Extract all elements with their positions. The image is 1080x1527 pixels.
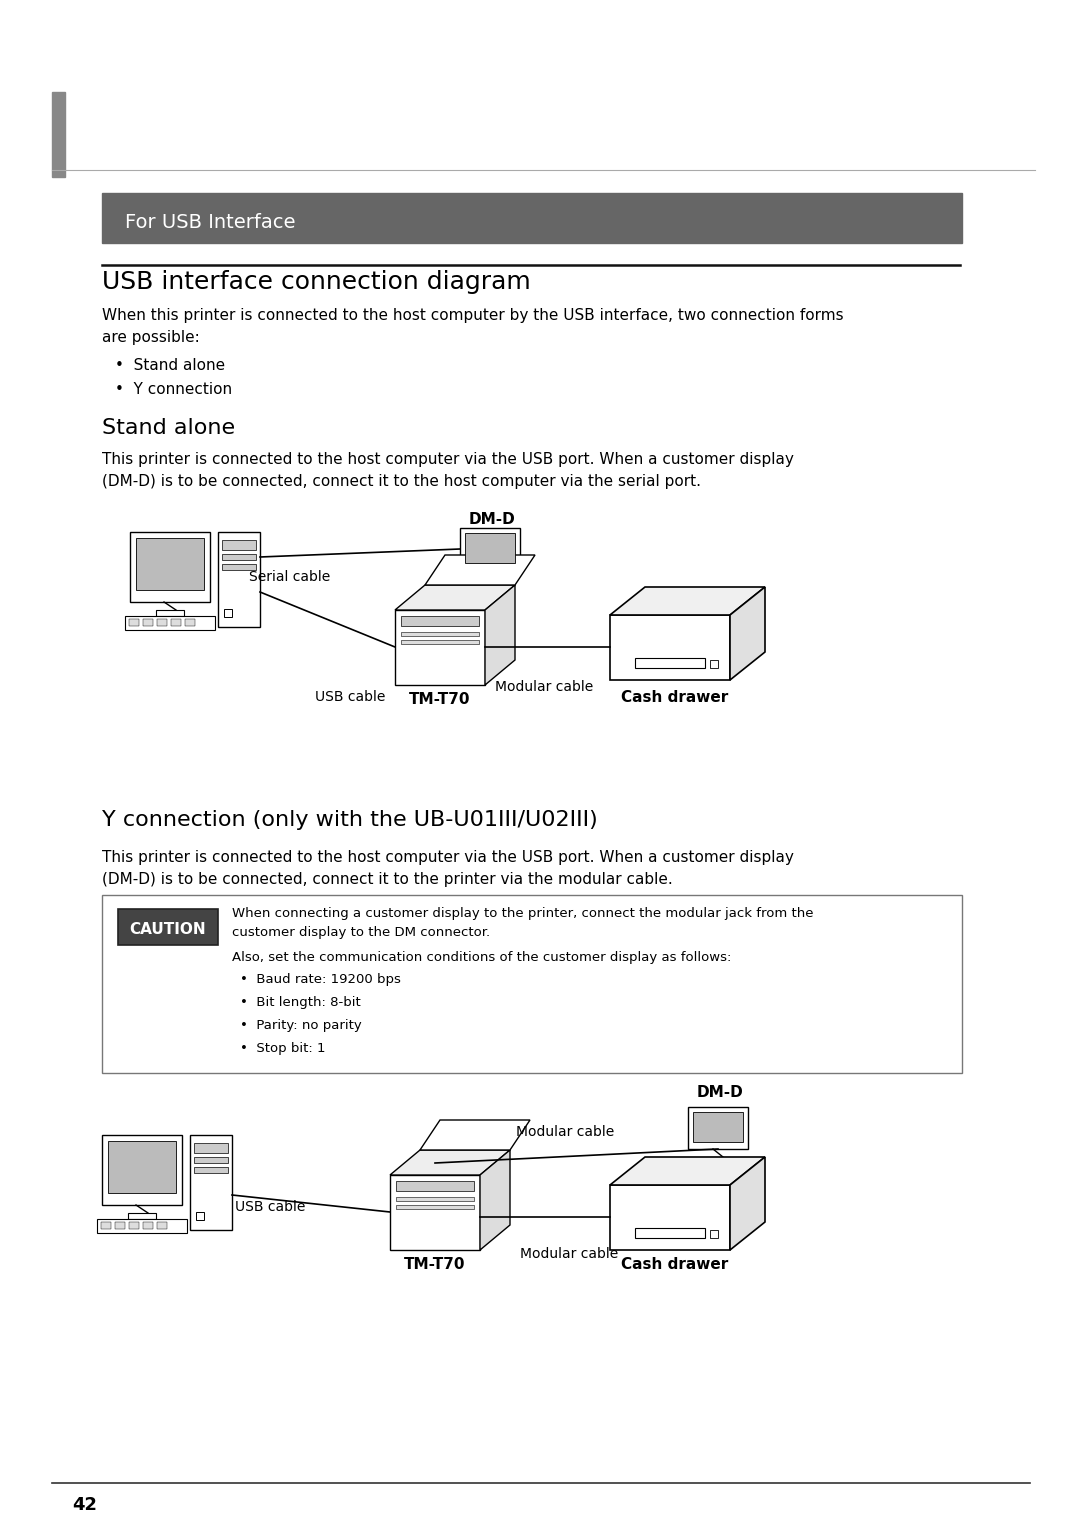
Polygon shape — [480, 1150, 510, 1251]
Bar — [390, 1174, 480, 1251]
Text: USB cable: USB cable — [234, 1200, 306, 1214]
Bar — [710, 1231, 718, 1238]
Text: 42: 42 — [72, 1496, 97, 1513]
Text: (DM-D) is to be connected, connect it to the printer via the modular cable.: (DM-D) is to be connected, connect it to… — [102, 872, 673, 887]
Text: Cash drawer: Cash drawer — [621, 690, 729, 705]
Text: DM-D: DM-D — [469, 512, 515, 527]
Polygon shape — [390, 1150, 510, 1174]
Bar — [610, 1185, 730, 1251]
Bar — [129, 1222, 139, 1229]
Polygon shape — [485, 585, 515, 686]
Polygon shape — [395, 585, 515, 609]
Text: Also, set the communication conditions of the customer display as follows:: Also, set the communication conditions o… — [232, 951, 731, 964]
Bar — [143, 1222, 153, 1229]
Text: Modular cable: Modular cable — [495, 680, 593, 693]
Bar — [478, 579, 502, 585]
Bar — [52, 92, 65, 177]
Bar — [460, 528, 519, 570]
Bar — [143, 618, 153, 626]
Bar — [688, 1107, 748, 1148]
Bar — [395, 609, 485, 686]
Text: TM-T70: TM-T70 — [404, 1257, 465, 1272]
Text: TM-T70: TM-T70 — [409, 692, 471, 707]
Bar — [218, 531, 260, 628]
Text: Y connection (only with the UB-U01III/U02III): Y connection (only with the UB-U01III/U0… — [102, 809, 597, 831]
Bar — [396, 1180, 474, 1191]
Text: Modular cable: Modular cable — [516, 1125, 615, 1139]
Bar — [130, 531, 210, 602]
Text: customer display to the DM connector.: customer display to the DM connector. — [232, 925, 490, 939]
Bar — [114, 1222, 125, 1229]
Bar — [706, 1157, 730, 1164]
Bar — [194, 1157, 228, 1164]
Bar — [102, 1135, 183, 1205]
Polygon shape — [730, 586, 765, 680]
Bar — [97, 1219, 187, 1232]
Bar — [635, 658, 705, 667]
Bar — [190, 1135, 232, 1231]
Bar — [129, 1212, 156, 1219]
Text: Stand alone: Stand alone — [102, 418, 235, 438]
Text: USB cable: USB cable — [314, 690, 384, 704]
Text: When connecting a customer display to the printer, connect the modular jack from: When connecting a customer display to th… — [232, 907, 813, 919]
Bar — [693, 1112, 743, 1142]
Bar — [465, 533, 515, 563]
Bar — [125, 615, 215, 631]
Bar — [108, 1141, 176, 1193]
Text: DM-D: DM-D — [697, 1086, 743, 1099]
Bar — [396, 1205, 474, 1209]
Polygon shape — [610, 1157, 765, 1185]
Bar — [396, 1197, 474, 1202]
Polygon shape — [610, 586, 765, 615]
Text: This printer is connected to the host computer via the USB port. When a customer: This printer is connected to the host co… — [102, 851, 794, 864]
Text: •  Baud rate: 19200 bps: • Baud rate: 19200 bps — [240, 973, 401, 986]
Bar — [129, 618, 139, 626]
Bar — [171, 618, 181, 626]
Text: •  Stand alone: • Stand alone — [114, 357, 225, 373]
Bar — [635, 1228, 705, 1238]
Bar — [224, 609, 232, 617]
Text: Cash drawer: Cash drawer — [621, 1257, 729, 1272]
Bar — [222, 554, 256, 560]
Bar — [401, 640, 480, 644]
Bar — [222, 563, 256, 570]
Text: •  Parity: no parity: • Parity: no parity — [240, 1019, 362, 1032]
Polygon shape — [420, 1119, 530, 1150]
Text: •  Stop bit: 1: • Stop bit: 1 — [240, 1041, 325, 1055]
Text: When this printer is connected to the host computer by the USB interface, two co: When this printer is connected to the ho… — [102, 308, 843, 324]
Bar — [401, 632, 480, 637]
Bar — [610, 615, 730, 680]
Text: USB interface connection diagram: USB interface connection diagram — [102, 270, 530, 295]
Text: are possible:: are possible: — [102, 330, 200, 345]
Text: This printer is connected to the host computer via the USB port. When a customer: This printer is connected to the host co… — [102, 452, 794, 467]
Bar — [136, 538, 204, 589]
Bar — [222, 541, 256, 550]
Text: •  Bit length: 8-bit: • Bit length: 8-bit — [240, 996, 361, 1009]
Bar — [401, 615, 480, 626]
Bar — [185, 618, 195, 626]
Text: •  Y connection: • Y connection — [114, 382, 232, 397]
Bar — [710, 660, 718, 667]
Bar — [195, 1212, 204, 1220]
Bar — [102, 1222, 111, 1229]
Text: (DM-D) is to be connected, connect it to the host computer via the serial port.: (DM-D) is to be connected, connect it to… — [102, 473, 701, 489]
Bar — [157, 1222, 167, 1229]
Bar — [194, 1167, 228, 1173]
Bar — [156, 609, 184, 615]
Text: Serial cable: Serial cable — [248, 570, 330, 583]
Text: CAUTION: CAUTION — [130, 922, 206, 938]
Bar — [102, 895, 962, 1073]
Bar — [157, 618, 167, 626]
Bar — [118, 909, 218, 945]
Bar — [102, 192, 962, 243]
Text: For USB Interface: For USB Interface — [125, 212, 296, 232]
Polygon shape — [730, 1157, 765, 1251]
Text: Modular cable: Modular cable — [519, 1248, 618, 1261]
Polygon shape — [426, 554, 535, 585]
Bar — [194, 1144, 228, 1153]
